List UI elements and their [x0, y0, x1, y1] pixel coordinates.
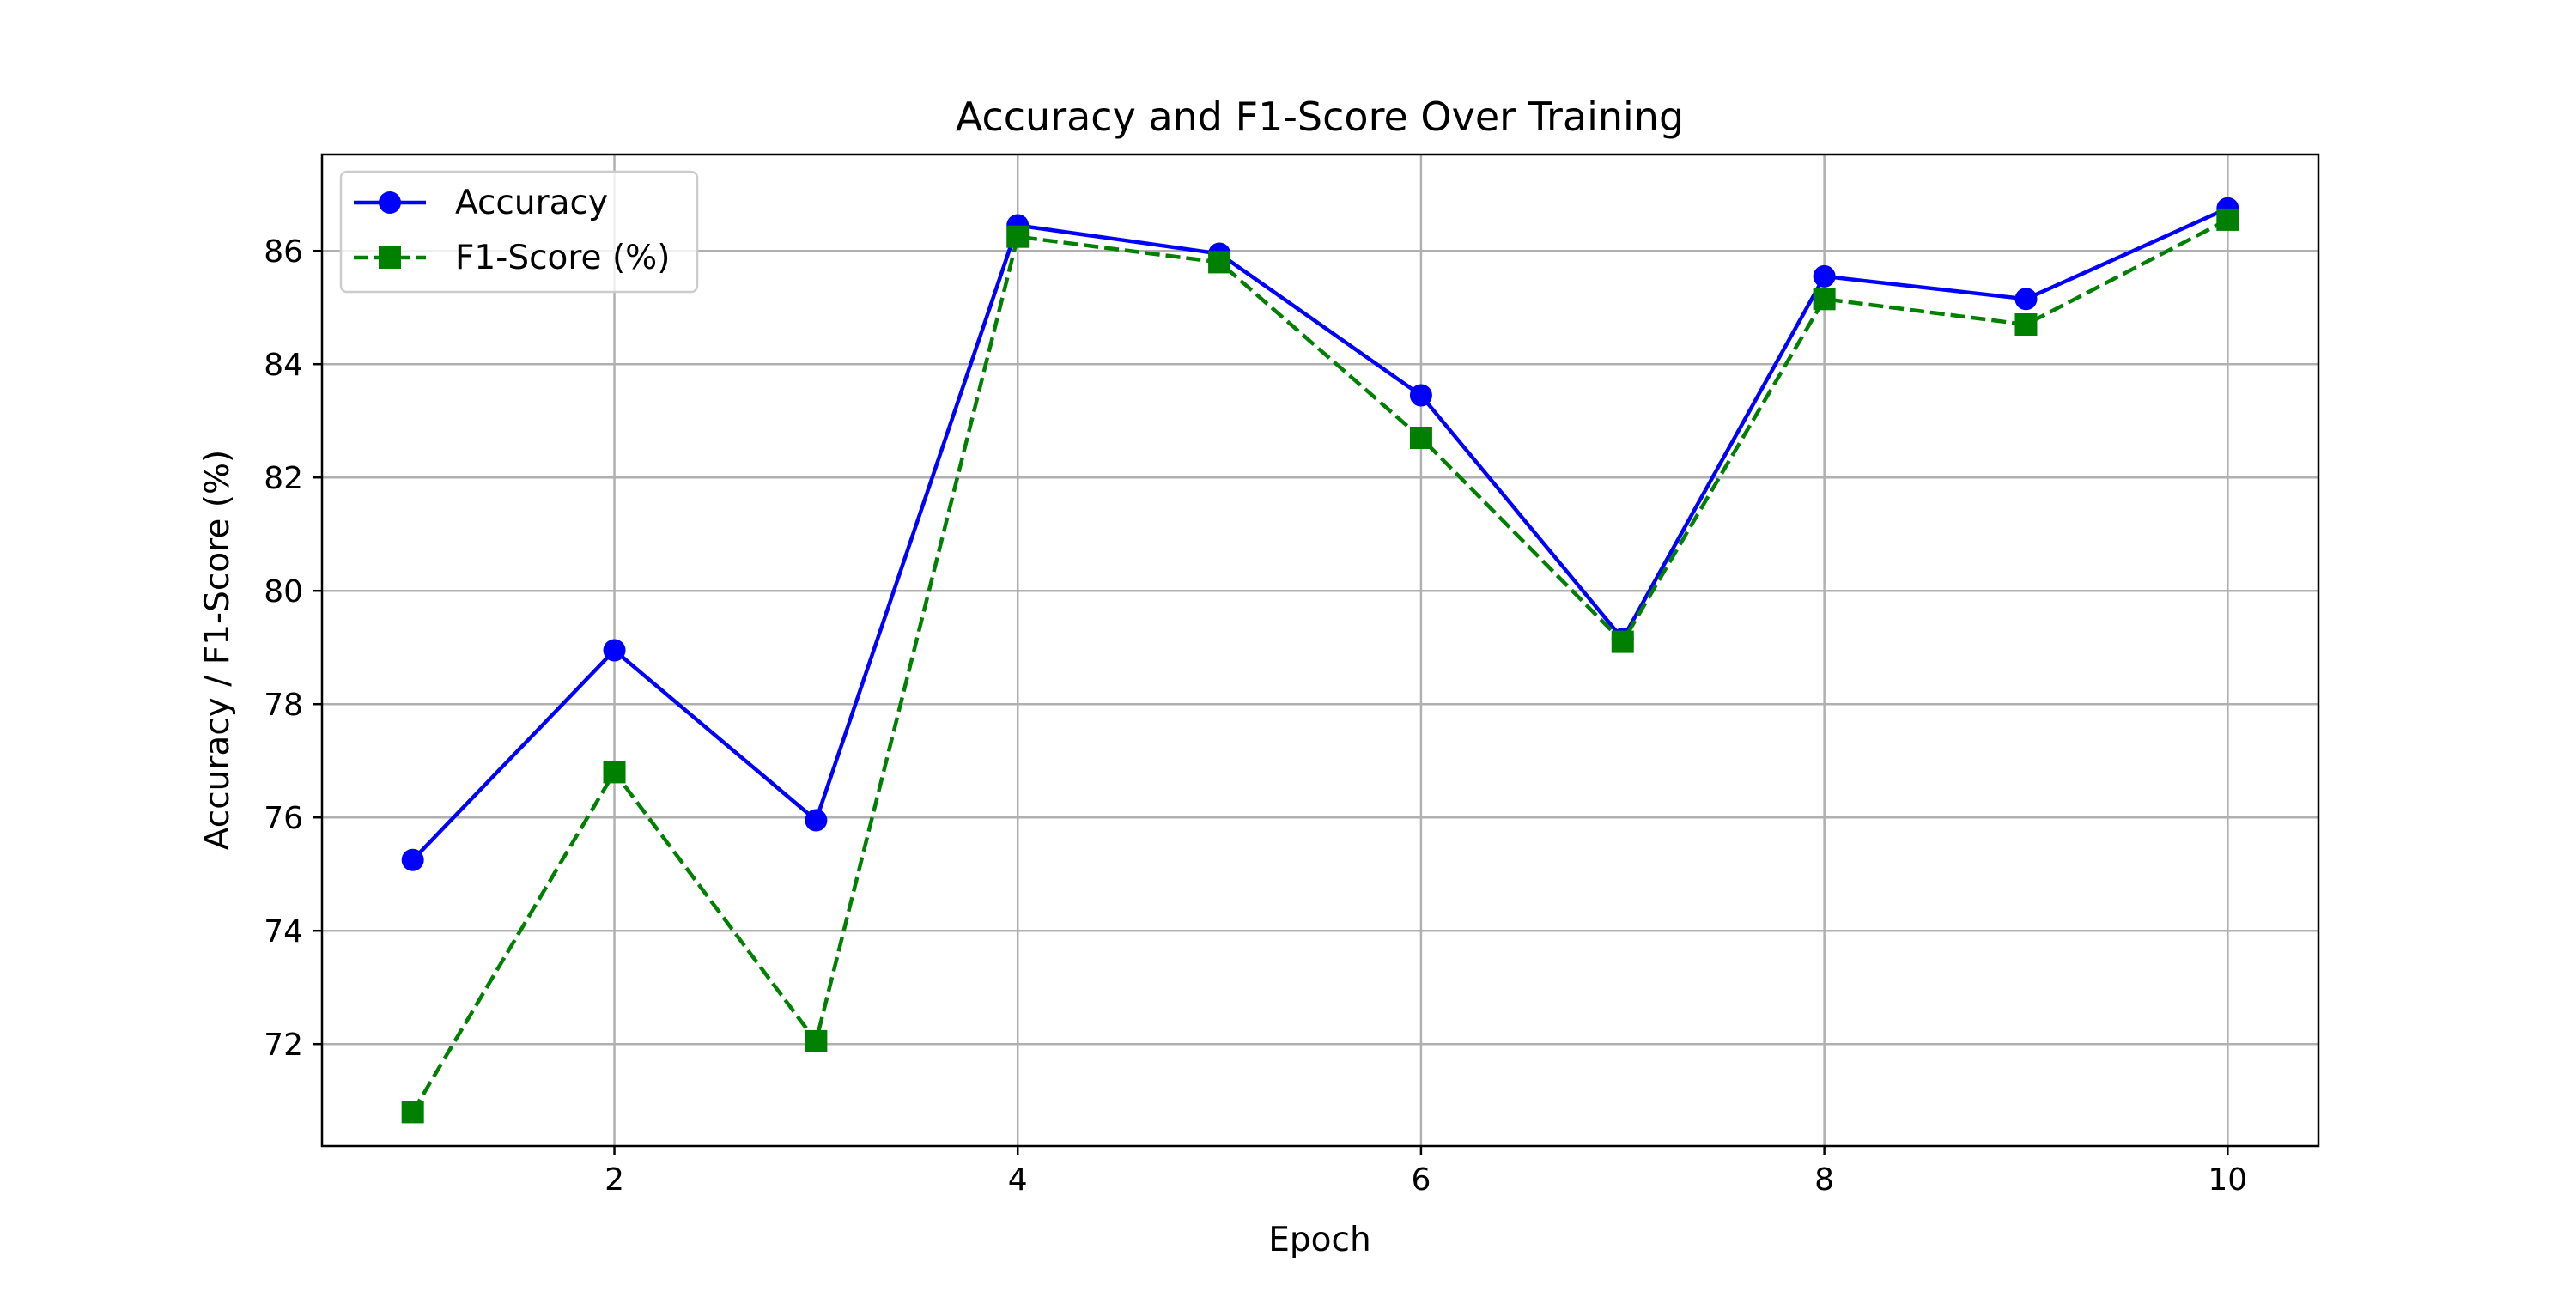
legend-marker-accuracy	[379, 191, 401, 214]
legend-label-f1-score: F1-Score (%)	[455, 239, 670, 277]
legend: Accuracy F1-Score (%)	[339, 170, 699, 294]
grid-lines	[322, 155, 2318, 1146]
data-point-f1-score	[401, 1101, 424, 1124]
series-line-accuracy	[411, 206, 2229, 862]
y-tick-label: 82	[264, 461, 303, 496]
x-tick-label: 6	[1411, 1162, 1431, 1198]
data-point-accuracy	[401, 848, 424, 871]
y-tick-label: 80	[264, 574, 303, 610]
data-point-accuracy	[603, 639, 626, 662]
data-point-f1-score	[603, 761, 626, 784]
legend-marker-f1-score	[379, 246, 401, 269]
legend-box	[339, 170, 699, 294]
data-point-accuracy	[805, 809, 828, 832]
y-tick-label: 76	[264, 801, 303, 836]
data-point-f1-score	[2216, 208, 2239, 231]
data-point-f1-score	[1409, 427, 1432, 449]
data-point-f1-score	[1006, 225, 1030, 248]
y-tick-label: 74	[264, 914, 303, 949]
y-tick-label: 84	[264, 348, 303, 383]
y-axis-label: Accuracy / F1-Score (%)	[198, 450, 237, 850]
data-point-f1-score	[1813, 288, 1836, 311]
y-tick-label: 86	[264, 234, 303, 270]
x-tick-label: 2	[605, 1162, 624, 1198]
chart-title: Accuracy and F1-Score Over Training	[956, 94, 1684, 140]
x-tick-label: 8	[1814, 1162, 1834, 1198]
data-point-f1-score	[1611, 630, 1634, 653]
data-point-accuracy	[2014, 288, 2038, 311]
data-point-f1-score	[2014, 313, 2038, 336]
axis-ticks: 2 4 6 8 10 72 74 76 78 80 82 84 86	[264, 234, 2247, 1198]
data-series	[401, 197, 2239, 1124]
x-tick-label: 4	[1008, 1162, 1028, 1198]
y-tick-label: 72	[264, 1028, 303, 1063]
x-axis-label: Epoch	[1268, 1221, 1370, 1259]
legend-label-accuracy: Accuracy	[455, 184, 608, 222]
x-tick-label: 10	[2208, 1162, 2247, 1198]
data-point-accuracy	[1409, 384, 1432, 407]
data-point-f1-score	[805, 1029, 828, 1052]
y-tick-label: 78	[264, 688, 303, 723]
series-line-f1-score	[410, 217, 2229, 1113]
data-point-accuracy	[1813, 264, 1836, 288]
plot-frame	[320, 153, 2320, 1148]
data-point-f1-score	[1208, 251, 1231, 274]
